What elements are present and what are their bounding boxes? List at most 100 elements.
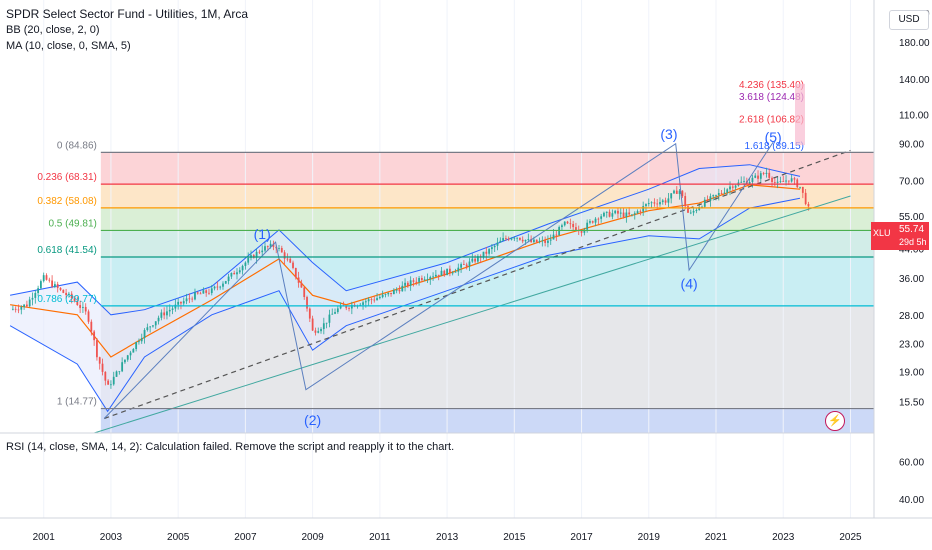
candle-body (280, 248, 283, 253)
candle-body (773, 182, 776, 183)
candle-body (345, 306, 348, 309)
candle-body (418, 278, 420, 282)
candle-body (230, 272, 233, 277)
candle-body (17, 309, 20, 311)
candle-body (701, 206, 703, 208)
price-tick-label: 44.00 (899, 245, 924, 256)
candle-body (684, 196, 687, 207)
candle-body (258, 251, 261, 253)
candle-body (468, 261, 471, 267)
candle-body (605, 211, 608, 213)
rsi-tick-label: 60.00 (899, 457, 924, 468)
candle-body (547, 240, 549, 243)
candle-body (499, 240, 502, 243)
candle-body (266, 246, 269, 248)
candle-body (617, 210, 619, 214)
candle-body (283, 252, 286, 259)
lightning-icon[interactable]: ⚡ (825, 411, 845, 431)
price-tick-label: 90.00 (899, 140, 924, 151)
candle-body (695, 209, 698, 211)
candle-body (426, 279, 429, 280)
candle-body (367, 299, 370, 302)
candle-body (25, 304, 28, 307)
candle-body (398, 289, 401, 292)
candle-body (317, 331, 320, 333)
candle-body (138, 341, 140, 343)
candle-body (409, 280, 412, 286)
candle-body (135, 342, 138, 350)
candle-body (712, 195, 715, 197)
year-tick-label: 2021 (705, 532, 728, 543)
fib-extension-label: 4.236 (135.40) (739, 80, 804, 91)
candle-body (115, 371, 118, 377)
chart-labels: 4.236 (135.40)3.618 (124.48) 2.618 (106.8… (254, 80, 805, 428)
year-tick-label: 2017 (570, 532, 593, 543)
wave-label: (1) (254, 226, 271, 242)
fib-lines: 0 (84.86) 0.236 (68.31) 0.382 (58.08) 0.5 (… (37, 140, 874, 410)
candle-body (541, 240, 544, 242)
candle-body (603, 212, 605, 217)
candle-body (645, 204, 647, 207)
candle-body (110, 384, 112, 386)
candle-body (247, 257, 250, 263)
legend-title: SPDR Select Sector Fund - Utilities, 1M,… (6, 7, 249, 21)
candle-body (381, 294, 384, 298)
candle-body (647, 203, 650, 205)
price-tick-label: 140.00 (899, 75, 930, 86)
candle-body (448, 268, 451, 273)
trend-lines (93, 141, 851, 434)
candle-body (580, 231, 583, 233)
candle-body (101, 363, 104, 372)
year-tick-label: 2015 (503, 532, 526, 543)
candle-body (437, 274, 440, 276)
legend-ma[interactable]: MA (10, close, 0, SMA, 5) (6, 40, 131, 52)
candle-body (656, 203, 659, 205)
candle-body (476, 256, 479, 262)
candle-body (429, 277, 432, 280)
year-tick-label: 2023 (772, 532, 795, 543)
fib-label-0: 0 (84.86) (57, 140, 97, 151)
candle-body (566, 221, 569, 224)
candle-body (216, 286, 219, 288)
candle-body (681, 190, 684, 197)
price-tick-label: 15.50 (899, 397, 924, 408)
price-tick-label: 70.00 (899, 177, 924, 188)
candle-body (406, 282, 409, 286)
candle-body (502, 238, 505, 241)
candle-body (734, 185, 737, 188)
candle-body (530, 239, 533, 243)
candle-body (717, 193, 720, 195)
candle-body (14, 308, 17, 310)
candle-body (227, 276, 230, 282)
candle-body (362, 302, 364, 305)
candle-body (84, 306, 87, 312)
candle-body (166, 311, 168, 316)
bb-upper-line (10, 164, 801, 316)
candle-body (219, 286, 222, 288)
candle-body (801, 186, 804, 193)
candle-body (210, 288, 213, 294)
candle-body (505, 238, 507, 239)
candle-body (157, 317, 160, 322)
candle-body (782, 181, 785, 182)
price-tick-label: 23.00 (899, 340, 924, 351)
candle-body (163, 312, 166, 316)
legend-bb[interactable]: BB (20, close, 2, 0) (6, 24, 100, 36)
candle-body (572, 223, 575, 228)
candle-body (709, 196, 712, 201)
candle-body (552, 234, 555, 240)
bb-lower-line (9, 197, 801, 413)
candle-body (594, 218, 597, 223)
candle-body (387, 292, 390, 295)
year-tick-label: 2019 (638, 532, 661, 543)
candle-body (706, 199, 709, 201)
candle-body (146, 327, 149, 331)
candle-body (90, 321, 93, 332)
chart-legend[interactable]: SPDR Select Sector Fund - Utilities, 1M,… (6, 6, 248, 54)
candle-body (322, 323, 325, 330)
ma-line (10, 184, 801, 358)
candle-body (558, 227, 561, 236)
currency-button[interactable]: USD (889, 10, 929, 30)
